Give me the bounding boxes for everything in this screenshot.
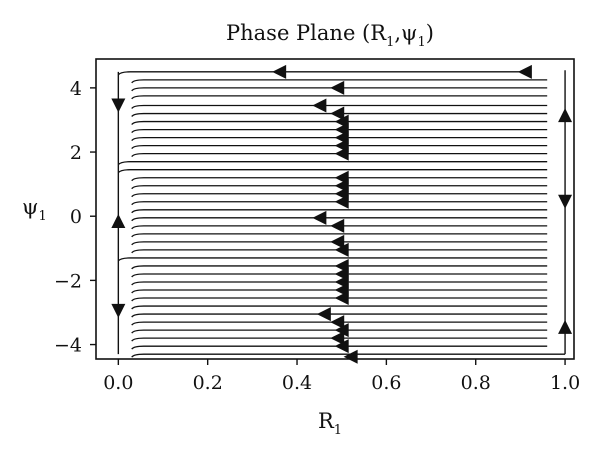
y-axis-label: ψ1	[22, 195, 47, 224]
streamline	[131, 95, 548, 100]
streamline	[131, 321, 548, 326]
x-tick-label: 0.8	[461, 372, 491, 394]
streamline	[131, 112, 548, 117]
arrowhead	[316, 307, 331, 322]
streamline	[131, 249, 548, 254]
arrowhead	[111, 303, 126, 318]
arrows-group	[111, 64, 573, 364]
y-tick-label: 4	[70, 78, 82, 100]
streamline	[131, 209, 548, 214]
streamline	[131, 353, 566, 358]
arrowhead	[330, 234, 345, 249]
streamline	[131, 136, 548, 142]
title-end: )	[426, 21, 434, 45]
streamline	[131, 273, 548, 278]
x-tick-label: 0.0	[103, 372, 133, 394]
streamlines-group	[117, 70, 566, 358]
streamline	[131, 120, 548, 125]
arrowhead	[334, 323, 349, 338]
streamline	[117, 169, 548, 174]
arrowhead	[312, 98, 327, 113]
plot-frame	[95, 58, 575, 360]
arrowhead	[334, 291, 349, 306]
streamline	[117, 71, 530, 76]
arrowhead	[517, 64, 532, 79]
streamline	[131, 281, 548, 286]
arrowhead	[558, 319, 573, 334]
streamline	[117, 257, 548, 262]
title-mid: ,ψ	[394, 21, 417, 45]
streamline	[131, 225, 548, 230]
streamline	[131, 217, 548, 222]
y-tick-label: 2	[70, 142, 82, 164]
x-axis-ticks: 0.0 0.2 0.4 0.6 0.8 1.0	[103, 359, 580, 394]
arrowhead	[330, 218, 345, 233]
streamline	[131, 329, 548, 334]
streamline	[131, 87, 548, 92]
streamline	[117, 161, 548, 166]
streamline	[131, 185, 548, 190]
arrowhead	[334, 242, 349, 257]
streamline	[131, 201, 548, 206]
arrowhead	[343, 349, 358, 364]
y-axis-label-text: ψ	[22, 195, 38, 219]
title-sub-psi: 1	[418, 35, 426, 50]
streamline	[131, 305, 548, 310]
streamline	[131, 233, 548, 238]
streamline	[131, 345, 548, 350]
streamline	[131, 177, 548, 182]
arrowhead	[330, 106, 345, 121]
arrowhead	[111, 98, 126, 113]
arrowhead	[312, 210, 327, 225]
streamline	[131, 313, 548, 318]
arrowhead	[330, 80, 345, 95]
arrowhead	[334, 194, 349, 209]
y-axis-label-sub: 1	[38, 209, 46, 224]
arrowhead	[111, 214, 126, 229]
arrowhead	[334, 339, 349, 354]
title-text: Phase Plane (R	[226, 21, 387, 45]
x-tick-label: 0.2	[193, 372, 223, 394]
x-tick-label: 1.0	[550, 372, 580, 394]
streamline	[131, 337, 548, 342]
x-axis-label-sub: 1	[334, 423, 342, 438]
arrowhead	[330, 315, 345, 330]
arrowhead	[558, 194, 573, 209]
chart-title: Phase Plane (R1,ψ1)	[226, 21, 434, 50]
x-axis-label: R1	[318, 409, 342, 438]
arrowhead	[330, 331, 345, 346]
arrowhead	[272, 64, 287, 79]
streamline	[131, 297, 548, 302]
streamline	[131, 265, 548, 270]
streamline	[131, 193, 548, 198]
streamline	[131, 144, 548, 150]
title-sub-r: 1	[386, 35, 394, 50]
streamline	[131, 289, 548, 294]
y-tick-label: −2	[54, 270, 82, 292]
streamline	[131, 241, 548, 246]
streamline	[131, 128, 548, 134]
y-axis-ticks: 4 2 0 −2 −4	[54, 78, 96, 357]
y-tick-label: 0	[70, 206, 82, 228]
arrowhead	[558, 108, 573, 123]
y-tick-label: −4	[54, 335, 82, 357]
x-tick-label: 0.4	[282, 372, 312, 394]
arrowhead	[334, 146, 349, 161]
x-tick-label: 0.6	[371, 372, 401, 394]
streamline	[131, 153, 548, 158]
streamline	[131, 79, 548, 84]
x-axis-label-text: R	[318, 409, 335, 433]
streamline	[131, 104, 548, 109]
